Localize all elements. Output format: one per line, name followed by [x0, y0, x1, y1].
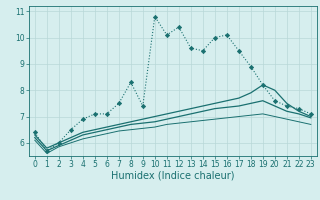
- X-axis label: Humidex (Indice chaleur): Humidex (Indice chaleur): [111, 171, 235, 181]
